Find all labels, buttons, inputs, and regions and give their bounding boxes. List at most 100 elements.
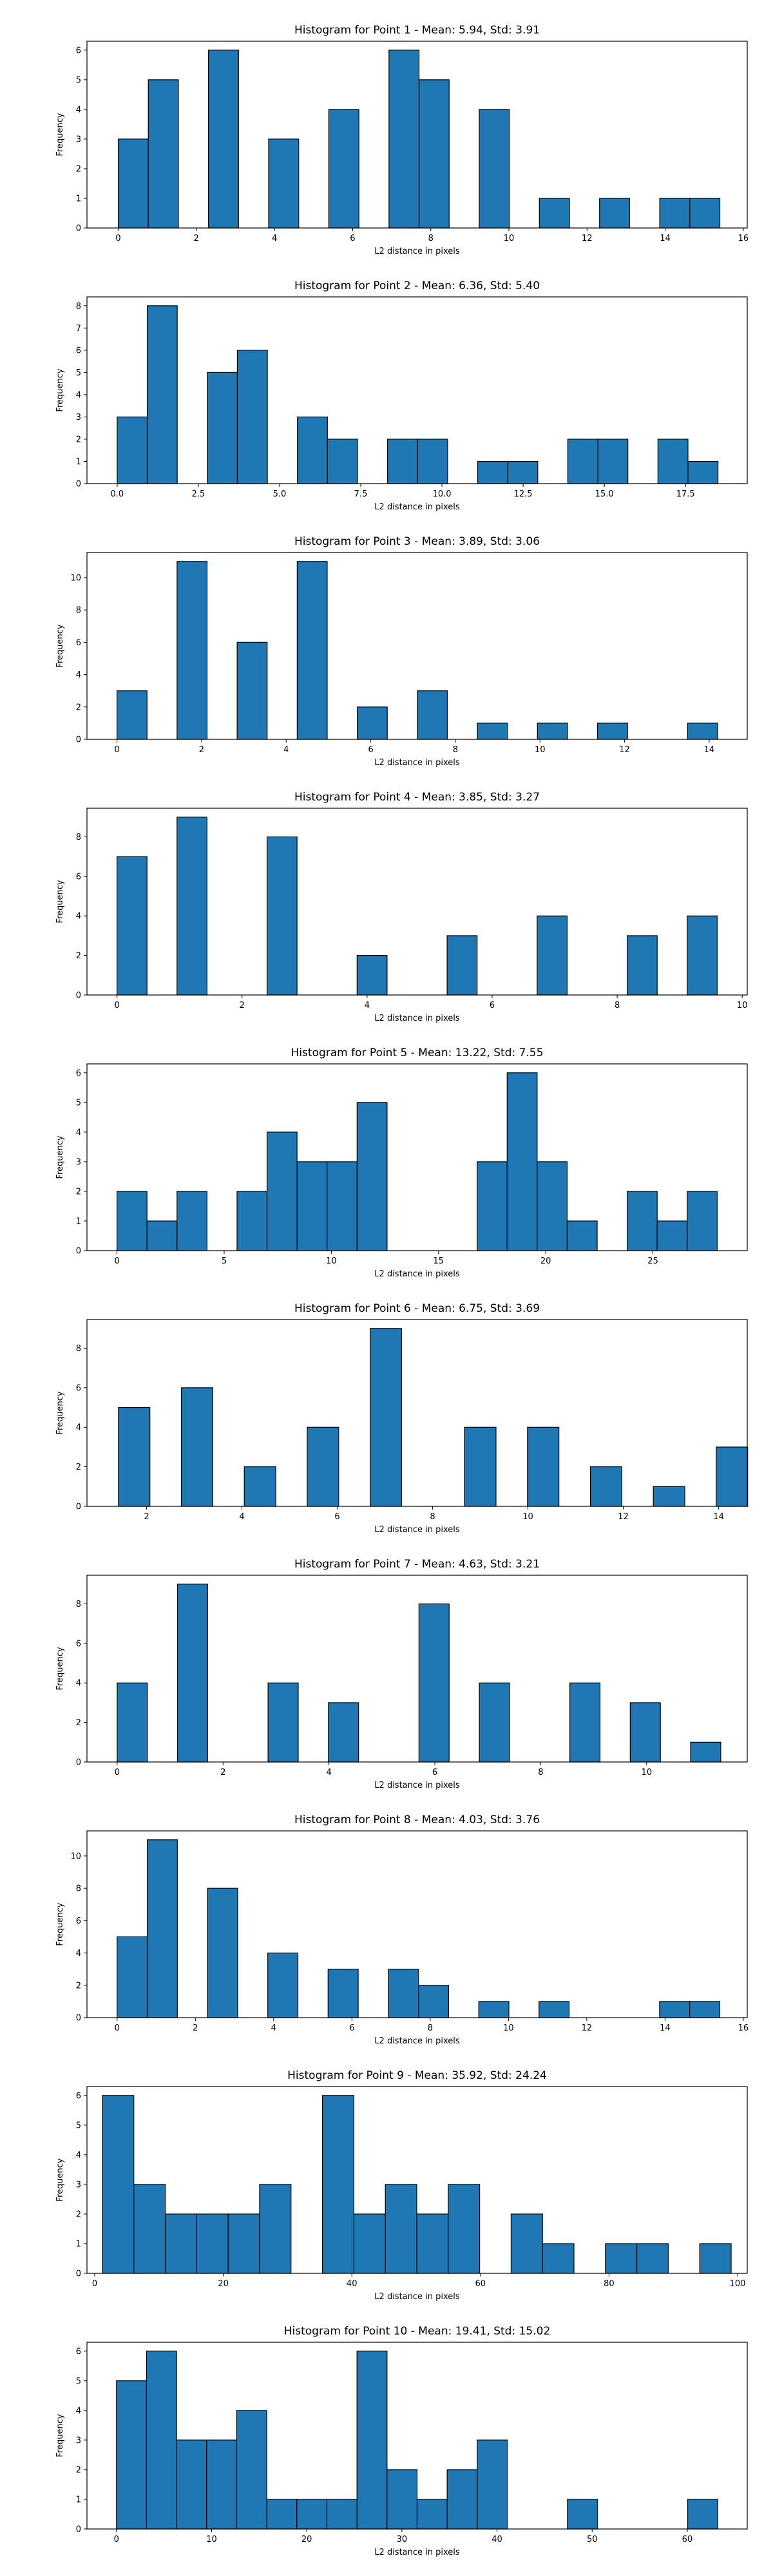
x-tick-label: 2 xyxy=(220,1768,225,1777)
histogram-bar xyxy=(267,1682,299,1763)
x-tick-label: 12 xyxy=(582,2023,593,2033)
histogram-point-9: Histogram for Point 9 - Mean: 35.92, Std… xyxy=(55,2069,748,2302)
y-axis-label: Frequency xyxy=(55,624,65,667)
x-tick-label: 40 xyxy=(491,2535,502,2544)
histogram-bar xyxy=(177,561,208,740)
y-tick-label: 6 xyxy=(76,1068,81,1078)
x-tick-label: 80 xyxy=(604,2279,615,2289)
y-tick-label: 1 xyxy=(76,457,81,467)
x-tick-label: 0 xyxy=(115,2023,120,2033)
x-tick-label: 17.5 xyxy=(676,489,695,499)
x-tick-label: 6 xyxy=(490,1001,495,1010)
y-axis-label: Frequency xyxy=(55,880,65,923)
axes-frame xyxy=(86,1830,748,2018)
histogram-bar xyxy=(507,460,539,484)
histogram-point-4: Histogram for Point 4 - Mean: 3.85, Std:… xyxy=(55,791,748,1023)
y-tick-label: 6 xyxy=(76,638,81,648)
x-tick-label: 10 xyxy=(522,1512,533,1522)
histogram-bar xyxy=(567,439,598,484)
histogram-bar xyxy=(296,1161,328,1251)
histogram-bar xyxy=(146,1839,178,2018)
x-tick-label: 50 xyxy=(587,2535,598,2544)
x-tick-label: 8 xyxy=(453,745,458,755)
histogram-bar xyxy=(146,305,178,484)
histogram-bar xyxy=(605,2243,638,2274)
y-tick-label: 0 xyxy=(76,1758,81,1768)
histogram-bar xyxy=(636,2243,669,2274)
histogram-bar xyxy=(297,416,328,484)
histogram-bar xyxy=(479,109,510,229)
histogram-bar xyxy=(236,2410,267,2530)
histogram-bar xyxy=(569,1682,601,1763)
histogram-bar xyxy=(146,2351,177,2530)
histogram-bar xyxy=(689,198,721,229)
histogram-bar xyxy=(567,2499,598,2530)
y-tick-label: 0 xyxy=(76,2269,81,2279)
x-tick-label: 15.0 xyxy=(595,489,614,499)
x-tick-label: 10 xyxy=(642,1768,653,1777)
x-tick-label: 12 xyxy=(618,1512,629,1522)
histogram-bar xyxy=(659,2001,691,2018)
x-tick-label: 10 xyxy=(504,234,515,243)
y-tick-label: 8 xyxy=(76,833,81,842)
histogram-bar xyxy=(385,2184,417,2274)
y-tick-label: 6 xyxy=(76,346,81,355)
histogram-bar xyxy=(418,1985,450,2018)
x-tick-label: 5 xyxy=(222,1256,227,1266)
y-tick-label: 2 xyxy=(76,435,81,444)
histogram-point-1: Histogram for Point 1 - Mean: 5.94, Std:… xyxy=(55,24,749,256)
histogram-bar xyxy=(687,460,719,484)
y-tick-label: 2 xyxy=(76,703,81,712)
histogram-bar xyxy=(416,2213,449,2274)
x-tick-label: 8 xyxy=(538,1768,543,1777)
histogram-bar xyxy=(177,817,207,996)
histogram-bar xyxy=(448,2184,481,2274)
histogram-bar xyxy=(537,915,568,996)
histogram-bar xyxy=(266,1132,298,1251)
histogram-bar xyxy=(446,2469,478,2530)
x-tick-label: 0.0 xyxy=(111,489,124,499)
histogram-bars xyxy=(117,50,721,229)
y-tick-label: 0 xyxy=(76,735,81,745)
y-tick-label: 0 xyxy=(76,991,81,1001)
y-tick-label: 3 xyxy=(76,1157,81,1167)
histogram-bar xyxy=(599,198,631,229)
x-tick-label: 15 xyxy=(434,1256,444,1266)
histogram-bar xyxy=(146,1220,178,1251)
histogram-bar xyxy=(102,2095,135,2274)
histogram-bar xyxy=(259,2184,292,2274)
histogram-bar xyxy=(328,1702,359,1763)
histogram-bar xyxy=(597,439,629,484)
x-tick-label: 0 xyxy=(114,745,119,755)
histogram-bar xyxy=(416,2499,448,2530)
histogram-bar xyxy=(267,1952,299,2018)
y-tick-label: 10 xyxy=(70,573,81,583)
y-axis-label: Frequency xyxy=(55,113,65,156)
y-tick-label: 4 xyxy=(76,1423,81,1433)
y-tick-label: 3 xyxy=(76,2180,81,2190)
histogram-bar xyxy=(627,1191,658,1251)
y-axis-label: Frequency xyxy=(55,2158,65,2201)
y-tick-label: 6 xyxy=(76,46,81,55)
histogram-bar xyxy=(328,109,359,229)
histogram-bar xyxy=(118,1406,151,1507)
axes-frame xyxy=(86,2342,748,2530)
axes-frame xyxy=(86,552,748,740)
histogram-bar xyxy=(327,1969,359,2018)
y-tick-label: 5 xyxy=(76,75,81,85)
y-tick-label: 2 xyxy=(76,951,81,961)
y-tick-label: 5 xyxy=(76,2376,81,2386)
chart-title: Histogram for Point 5 - Mean: 13.22, Std… xyxy=(291,1046,544,1059)
histogram-bar xyxy=(387,439,418,484)
histogram-bar xyxy=(446,935,478,996)
y-tick-label: 7 xyxy=(76,324,81,334)
x-tick-label: 25 xyxy=(647,1256,658,1266)
histogram-bars xyxy=(117,305,719,484)
x-tick-label: 16 xyxy=(738,234,749,243)
histogram-bar xyxy=(327,439,358,484)
x-tick-label: 6 xyxy=(368,745,373,755)
histogram-bar xyxy=(687,915,718,996)
x-axis-label: L2 distance in pixels xyxy=(374,1525,460,1535)
x-tick-label: 16 xyxy=(738,2023,749,2033)
histogram-bar xyxy=(542,2243,575,2274)
